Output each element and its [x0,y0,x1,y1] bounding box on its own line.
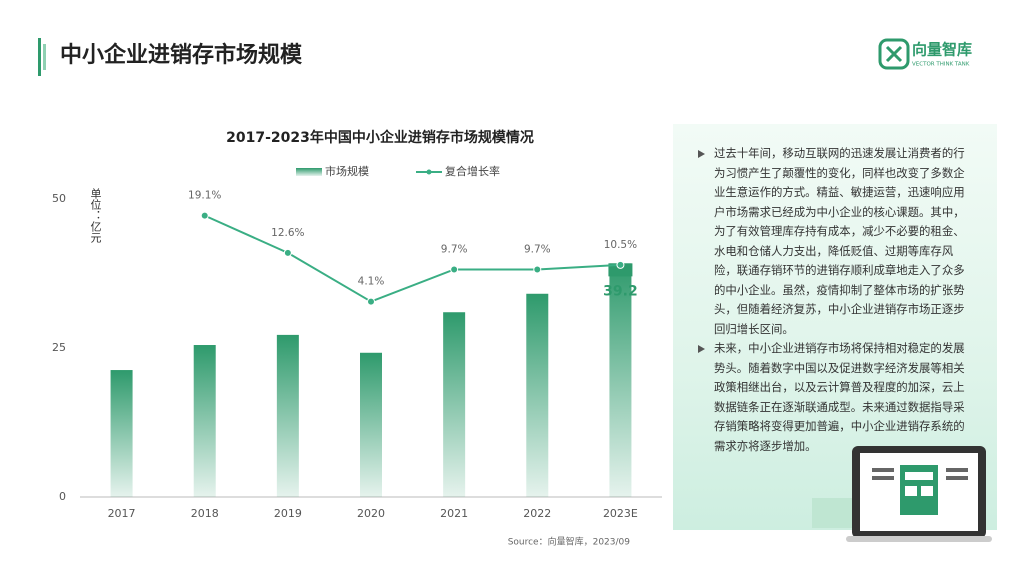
point [283,248,292,257]
line [204,214,621,303]
point [367,297,375,306]
x-tick-label: 2020 [357,507,385,520]
x-tick-label: 2021 [440,507,468,520]
legend-swatch [426,169,432,175]
logo-icon [885,45,903,63]
x-tick-label: 2022 [523,507,551,520]
bar [193,345,216,497]
data-label: 9.7% [524,243,551,255]
bar [609,263,632,497]
bullet: 过去十年间，移动互联网的迅速发展让消费者的行为习惯产生了颠覆性的变化，同样也改变… [694,144,968,339]
bar [276,334,299,497]
data-label: 9.7% [441,243,468,255]
illustration [812,446,992,542]
bar [110,370,133,497]
chart-title: 2017-2023年中国中小企业进销存市场规模情况 [226,129,534,146]
title-accent [38,38,41,76]
title-accent [43,44,46,70]
data-label: 19.1% [188,190,221,202]
legend-swatch [296,168,322,176]
data-label: 10.5% [604,239,637,251]
bar [360,352,382,497]
data-label: 4.1% [358,276,385,288]
point [200,211,209,220]
page-title: 中小企业进销存市场规模 [60,42,303,68]
legend-label: 市场规模 [325,164,369,178]
bar [526,293,549,497]
bullet-list: 过去十年间，移动互联网的迅速发展让消费者的行为习惯产生了颠覆性的变化，同样也改变… [694,144,968,456]
bullet: 未来，中小企业进销存市场将保持相对稳定的发展势头。随着数字中国以及促进数字经济发… [694,339,968,456]
y-tick-label: 0 [59,490,66,503]
brand: 向量智库 [912,41,972,59]
point [450,265,459,274]
data-label: 12.6% [271,227,304,239]
bar [443,312,466,497]
y-tick-label: 50 [52,192,66,205]
point [533,265,542,274]
y-tick-label: 25 [52,341,66,354]
data-label-bg [608,263,633,277]
legend-label: 复合增长率 [445,164,500,178]
logo-icon [878,38,910,70]
data-label: 39.2 [603,283,638,299]
x-tick-label: 2017 [108,507,136,520]
point [616,260,625,269]
y-axis-label: 单位：亿元 [89,188,102,243]
source: Source：向量智库，2023/09 [508,536,631,548]
brand-sub: VECTOR THINK TANK [912,62,970,68]
x-tick-label: 2018 [191,507,219,520]
x-tick-label: 2023E [603,507,638,520]
x-tick-label: 2019 [274,507,302,520]
